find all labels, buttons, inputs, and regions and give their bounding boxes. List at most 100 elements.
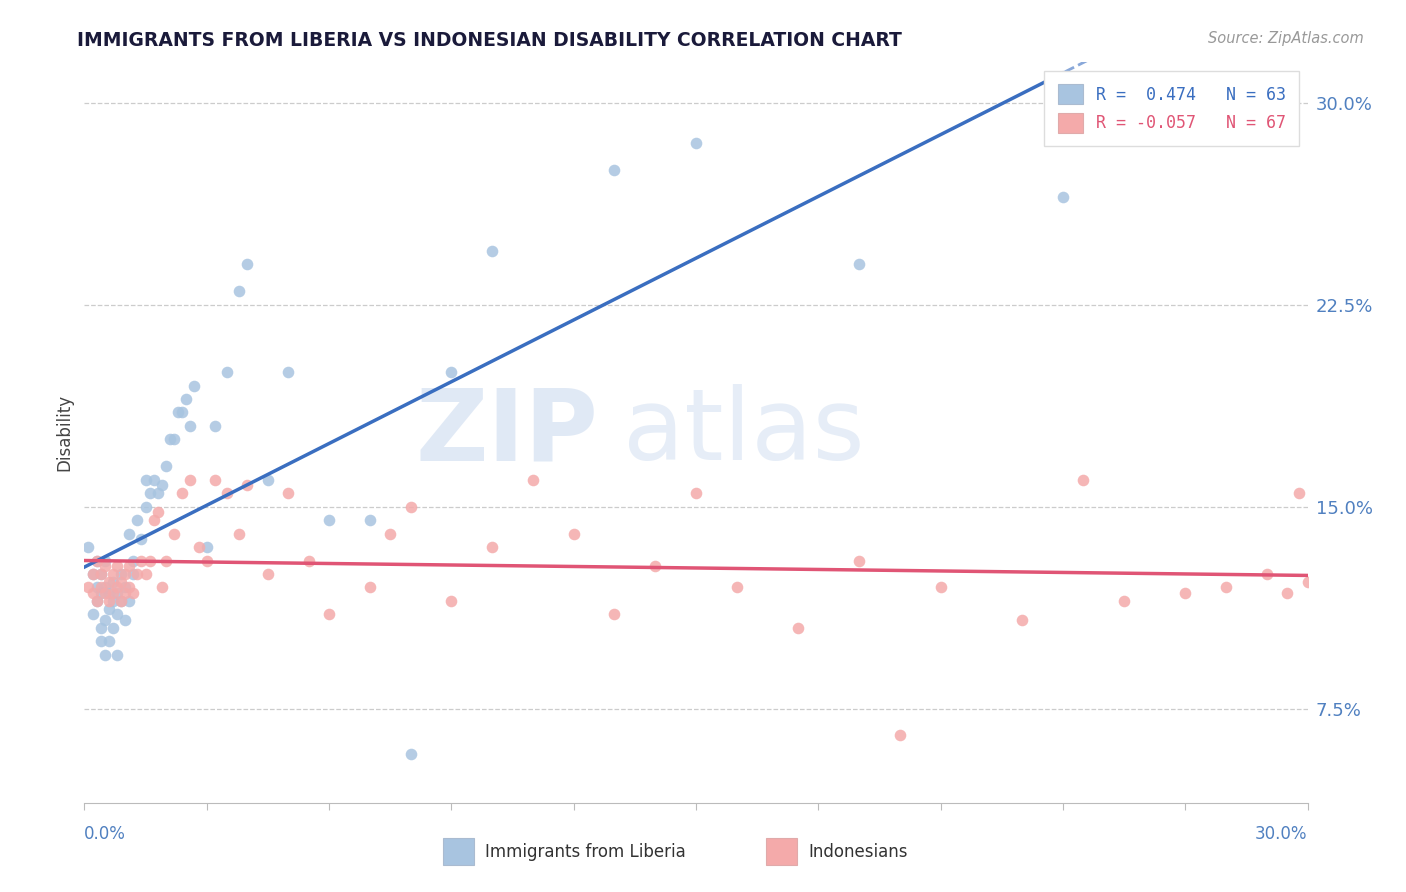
- Point: [93, 586, 115, 600]
- Point: [138, 486, 160, 500]
- Point: [110, 594, 132, 608]
- Point: [1052, 190, 1074, 204]
- Point: [82, 607, 104, 622]
- Point: [522, 473, 544, 487]
- Point: [101, 621, 124, 635]
- Point: [685, 136, 707, 151]
- Point: [787, 621, 810, 635]
- Point: [93, 553, 115, 567]
- Text: atlas: atlas: [623, 384, 865, 481]
- Point: [359, 513, 381, 527]
- Point: [685, 486, 707, 500]
- Point: [228, 526, 250, 541]
- Point: [848, 257, 870, 271]
- Point: [122, 566, 145, 581]
- Point: [1011, 613, 1033, 627]
- Point: [101, 575, 124, 590]
- Text: Indonesians: Indonesians: [808, 843, 908, 861]
- Point: [135, 473, 157, 487]
- Point: [179, 473, 201, 487]
- Text: 0.0%: 0.0%: [84, 825, 127, 843]
- Point: [257, 473, 280, 487]
- Point: [603, 607, 626, 622]
- Point: [159, 433, 181, 447]
- Point: [277, 486, 299, 500]
- Point: [195, 553, 218, 567]
- Point: [1215, 581, 1237, 595]
- Point: [90, 581, 112, 595]
- Text: Immigrants from Liberia: Immigrants from Liberia: [485, 843, 686, 861]
- Point: [236, 257, 259, 271]
- Point: [114, 581, 136, 595]
- Point: [122, 553, 145, 567]
- Point: [105, 648, 128, 662]
- Point: [187, 540, 209, 554]
- Point: [1288, 486, 1310, 500]
- Point: [114, 613, 136, 627]
- Point: [174, 392, 197, 406]
- Point: [1256, 566, 1278, 581]
- Point: [359, 581, 381, 595]
- Point: [105, 558, 128, 573]
- Text: 30.0%: 30.0%: [1256, 825, 1308, 843]
- Point: [97, 575, 120, 590]
- Point: [150, 581, 173, 595]
- Point: [90, 634, 112, 648]
- Point: [77, 540, 100, 554]
- Point: [155, 459, 177, 474]
- Point: [298, 553, 321, 567]
- Point: [440, 594, 463, 608]
- Point: [146, 505, 169, 519]
- Point: [167, 405, 190, 419]
- Point: [105, 607, 128, 622]
- Point: [217, 365, 239, 379]
- Y-axis label: Disability: Disability: [55, 394, 73, 471]
- Point: [195, 540, 218, 554]
- Point: [114, 566, 136, 581]
- Point: [93, 648, 115, 662]
- Point: [82, 586, 104, 600]
- Point: [179, 418, 201, 433]
- Point: [142, 513, 165, 527]
- Point: [163, 526, 186, 541]
- Point: [183, 378, 205, 392]
- Point: [1174, 586, 1197, 600]
- Point: [93, 581, 115, 595]
- Point: [86, 581, 108, 595]
- Point: [118, 594, 141, 608]
- Point: [228, 285, 250, 299]
- Point: [82, 566, 104, 581]
- Point: [90, 586, 112, 600]
- Point: [889, 729, 911, 743]
- Point: [150, 478, 173, 492]
- Point: [138, 553, 160, 567]
- Point: [93, 613, 115, 627]
- Point: [105, 586, 128, 600]
- Point: [118, 558, 141, 573]
- Point: [204, 418, 226, 433]
- Text: ZIP: ZIP: [415, 384, 598, 481]
- Point: [93, 558, 115, 573]
- Point: [90, 566, 112, 581]
- Point: [86, 594, 108, 608]
- Point: [114, 586, 136, 600]
- Point: [135, 566, 157, 581]
- Point: [848, 553, 870, 567]
- Point: [135, 500, 157, 514]
- Point: [77, 581, 100, 595]
- Point: [236, 478, 259, 492]
- Point: [217, 486, 239, 500]
- Point: [86, 553, 108, 567]
- Point: [481, 540, 503, 554]
- Point: [101, 594, 124, 608]
- Point: [97, 586, 120, 600]
- Point: [380, 526, 402, 541]
- Point: [318, 607, 340, 622]
- Point: [97, 602, 120, 616]
- Legend: R =  0.474   N = 63, R = -0.057   N = 67: R = 0.474 N = 63, R = -0.057 N = 67: [1045, 70, 1299, 146]
- Point: [318, 513, 340, 527]
- Point: [146, 486, 169, 500]
- Point: [929, 581, 952, 595]
- Point: [1277, 586, 1299, 600]
- Point: [399, 500, 422, 514]
